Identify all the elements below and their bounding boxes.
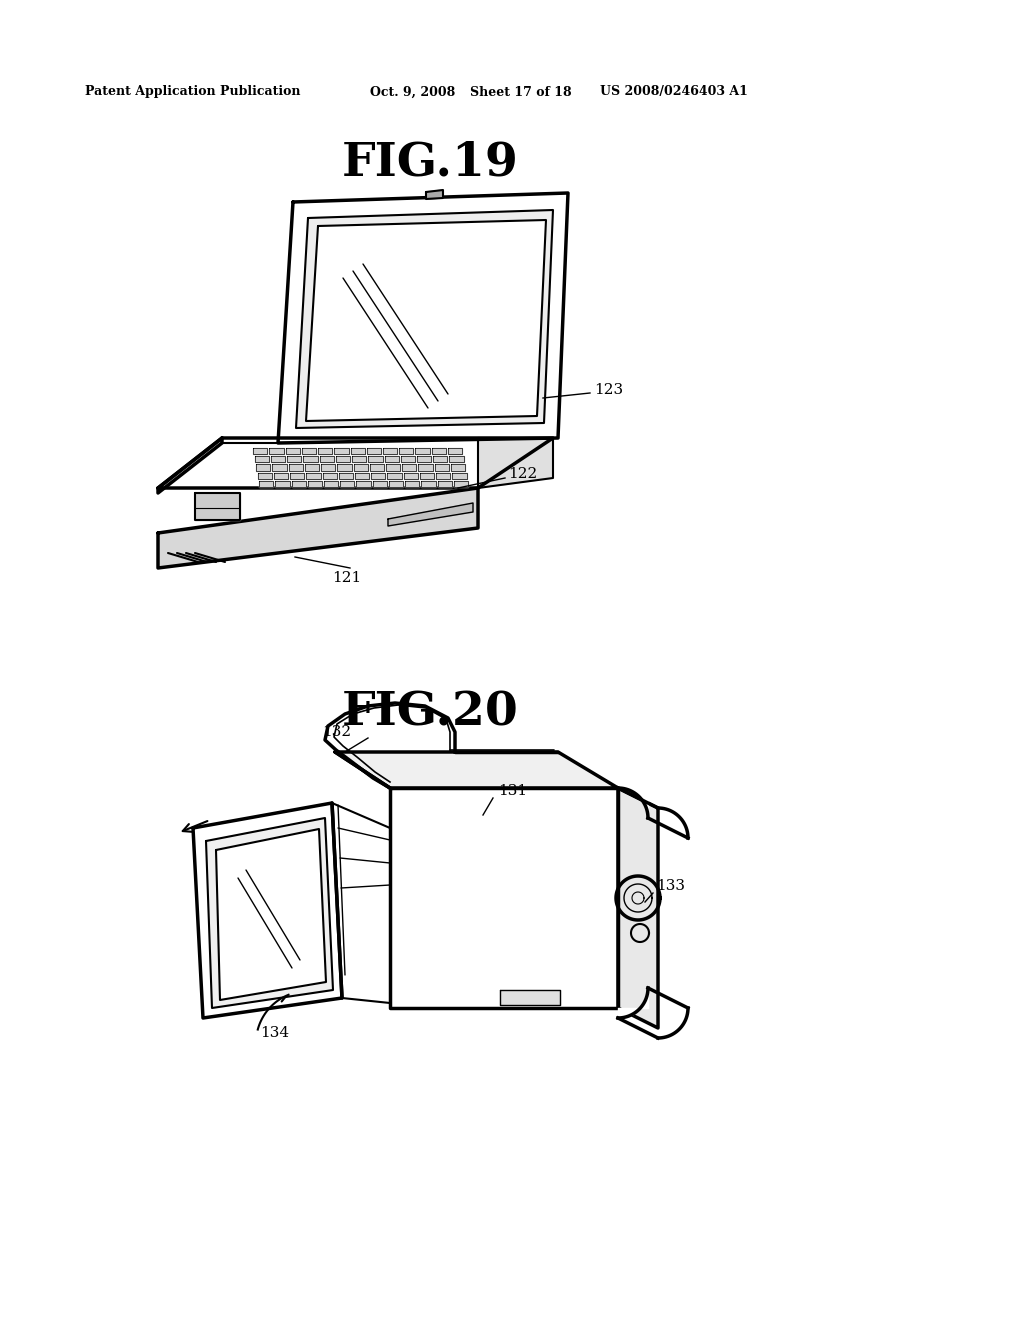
Text: 131: 131 [498, 784, 527, 799]
Polygon shape [422, 480, 435, 487]
Polygon shape [335, 752, 618, 788]
Polygon shape [255, 457, 269, 462]
Polygon shape [434, 465, 449, 471]
Polygon shape [289, 465, 303, 471]
Polygon shape [447, 447, 462, 454]
Polygon shape [275, 480, 290, 487]
Polygon shape [319, 457, 334, 462]
Polygon shape [389, 480, 403, 487]
Polygon shape [158, 438, 553, 488]
Polygon shape [303, 457, 317, 462]
Polygon shape [400, 457, 415, 462]
Polygon shape [399, 447, 414, 454]
Polygon shape [271, 457, 285, 462]
Polygon shape [336, 457, 350, 462]
Polygon shape [158, 488, 478, 568]
Polygon shape [340, 480, 354, 487]
Polygon shape [403, 473, 418, 479]
Polygon shape [453, 473, 467, 479]
Polygon shape [436, 473, 451, 479]
Text: Oct. 9, 2008: Oct. 9, 2008 [370, 86, 456, 99]
Text: Patent Application Publication: Patent Application Publication [85, 86, 300, 99]
Polygon shape [292, 480, 306, 487]
Polygon shape [388, 503, 473, 525]
Text: 134: 134 [260, 1026, 289, 1040]
Polygon shape [322, 465, 335, 471]
Polygon shape [278, 193, 568, 444]
Text: 132: 132 [322, 725, 351, 739]
Text: 121: 121 [332, 572, 361, 585]
Text: 122: 122 [508, 467, 538, 480]
Polygon shape [433, 457, 447, 462]
Polygon shape [386, 465, 400, 471]
Polygon shape [287, 457, 301, 462]
Polygon shape [259, 480, 273, 487]
Polygon shape [318, 447, 333, 454]
Polygon shape [308, 480, 322, 487]
Polygon shape [306, 220, 546, 421]
Polygon shape [350, 447, 365, 454]
Polygon shape [353, 465, 368, 471]
Polygon shape [367, 447, 381, 454]
Polygon shape [302, 447, 316, 454]
Polygon shape [450, 457, 464, 462]
Text: FIG.19: FIG.19 [342, 140, 518, 186]
Polygon shape [402, 465, 417, 471]
Polygon shape [356, 480, 371, 487]
Polygon shape [478, 438, 553, 488]
Polygon shape [258, 473, 271, 479]
Polygon shape [437, 480, 452, 487]
Polygon shape [416, 447, 430, 454]
Polygon shape [306, 473, 321, 479]
Polygon shape [387, 473, 401, 479]
Polygon shape [269, 447, 284, 454]
Polygon shape [390, 788, 618, 1008]
Text: 123: 123 [594, 383, 624, 397]
Polygon shape [451, 465, 465, 471]
Polygon shape [323, 473, 337, 479]
Polygon shape [253, 447, 267, 454]
Text: FIG.20: FIG.20 [342, 689, 518, 735]
Polygon shape [296, 210, 553, 428]
Polygon shape [384, 457, 398, 462]
Text: Sheet 17 of 18: Sheet 17 of 18 [470, 86, 571, 99]
Polygon shape [286, 447, 300, 454]
Text: 133: 133 [656, 879, 685, 894]
Polygon shape [324, 480, 338, 487]
Polygon shape [420, 473, 434, 479]
Polygon shape [618, 788, 658, 1028]
Polygon shape [193, 803, 342, 1018]
Polygon shape [417, 457, 431, 462]
Polygon shape [372, 473, 385, 479]
Polygon shape [369, 457, 383, 462]
Polygon shape [337, 465, 351, 471]
Polygon shape [500, 990, 560, 1005]
Polygon shape [290, 473, 304, 479]
Polygon shape [273, 473, 288, 479]
Polygon shape [305, 465, 319, 471]
Polygon shape [432, 447, 445, 454]
Polygon shape [256, 465, 270, 471]
Polygon shape [406, 480, 420, 487]
Polygon shape [383, 447, 397, 454]
Polygon shape [454, 480, 468, 487]
Polygon shape [206, 818, 333, 1008]
Polygon shape [339, 473, 353, 479]
Polygon shape [355, 473, 370, 479]
Polygon shape [352, 457, 367, 462]
Polygon shape [373, 480, 387, 487]
Polygon shape [370, 465, 384, 471]
Polygon shape [158, 438, 222, 492]
Polygon shape [426, 190, 443, 199]
Polygon shape [272, 465, 287, 471]
Text: US 2008/0246403 A1: US 2008/0246403 A1 [600, 86, 748, 99]
Polygon shape [419, 465, 433, 471]
Polygon shape [216, 829, 326, 1001]
Polygon shape [334, 447, 348, 454]
Polygon shape [195, 492, 240, 520]
